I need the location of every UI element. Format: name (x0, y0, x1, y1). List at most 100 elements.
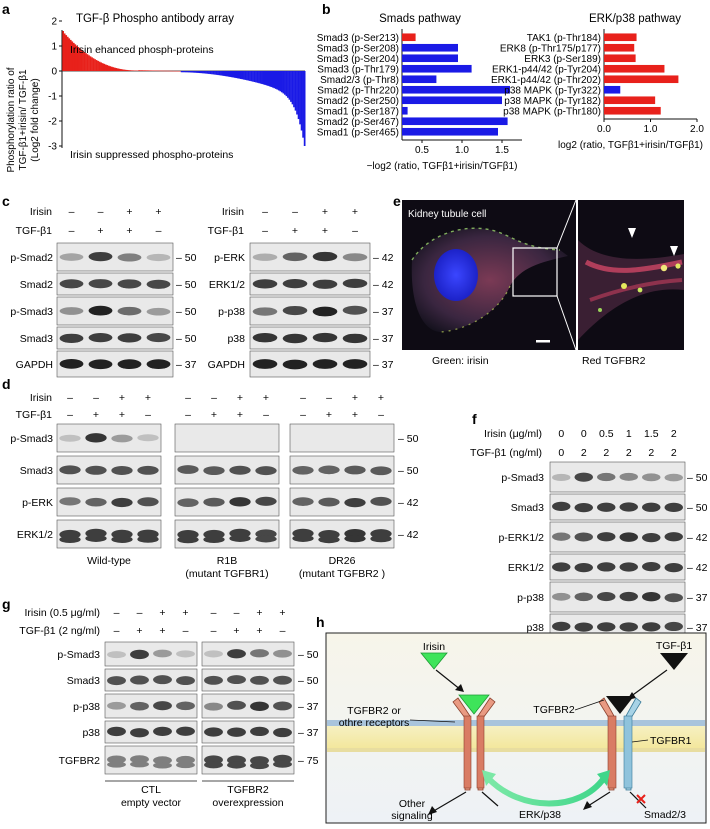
chart-category-label: p38 MAPK (p-Tyr322) (504, 85, 601, 96)
blot-band (597, 502, 616, 512)
blot-band (117, 253, 142, 262)
blot-strip (249, 272, 371, 296)
treatment-sign: + (136, 625, 142, 637)
h-smad-label: Smad2/3 (644, 809, 686, 821)
blot-band (88, 305, 113, 316)
blot-band (250, 762, 269, 770)
panel-a-bar (150, 70, 153, 71)
chart-category-label: ERK1-p44/42 (p-Thr202) (491, 75, 601, 86)
blot-band (177, 465, 199, 474)
blot-strip (549, 521, 686, 553)
blot-band (342, 253, 368, 262)
panel-a-bar (300, 71, 303, 131)
blot-strip (549, 461, 686, 493)
panel-a-bar (165, 70, 168, 72)
panel-a-bar (249, 71, 251, 81)
blot-mw-label: – 37 (687, 592, 708, 604)
panel-a-bar (221, 71, 224, 76)
panel-a-bar (83, 52, 86, 71)
blot-band (664, 621, 683, 632)
blot-strip (201, 668, 295, 692)
panel-a-bar (227, 71, 230, 77)
blot-strip (104, 720, 198, 744)
blot-band (250, 675, 269, 685)
chart-category-label: Smad2/3 (p-Thr8) (320, 75, 399, 86)
panel-a-bar (194, 71, 197, 73)
blot-band (552, 532, 571, 541)
blot-band (344, 465, 366, 475)
blot-band (664, 473, 683, 482)
blot-mw-label: – 37 (298, 727, 319, 739)
blot-row-label: Smad3 (511, 502, 544, 514)
blot-band (619, 591, 638, 602)
blot-row-label: Smad2 (20, 279, 53, 291)
blot-band (176, 726, 195, 736)
treatment-sign: – (300, 409, 306, 421)
chart-category-label: Smad3 (p-Ser213) (317, 33, 399, 44)
blot-band (203, 535, 225, 544)
chart-xtick-label: 0.0 (597, 124, 611, 135)
panel-a-ytick-label: 1 (51, 42, 57, 53)
h-other-label-2: signaling (391, 810, 433, 822)
panel-a-bar (276, 71, 279, 90)
blot-band (107, 755, 126, 764)
panel-a-bar (239, 71, 242, 79)
chart-xtick-label: 2.0 (690, 124, 704, 135)
blot-band (312, 359, 338, 369)
blot-band (153, 762, 172, 769)
blot-band (204, 650, 223, 658)
blot-mw-label: – 42 (398, 497, 419, 509)
blot-band (318, 465, 340, 475)
panel-a-bar (236, 71, 239, 79)
blot-band (619, 472, 638, 481)
panel-a-bar (195, 71, 198, 73)
blot-band (59, 434, 81, 442)
panel-a-bar (270, 71, 273, 87)
panel-a-bar (261, 71, 263, 85)
panel-a-bar (75, 45, 78, 71)
treatment-sign: 0 (581, 428, 587, 440)
treatment-sign: – (211, 607, 217, 619)
blot-row-label: p-ERK1/2 (498, 532, 544, 544)
blot-band (130, 649, 149, 660)
panel-a-bar (197, 71, 200, 73)
panel-a-bar (296, 71, 298, 115)
h-irisin-label: Irisin (423, 641, 445, 653)
panel-e-micrograph: Kidney tubule cell (402, 199, 684, 351)
panel-a-title: TGF-β Phospho antibody array (76, 13, 234, 25)
panel-a-ytick-label: -1 (48, 92, 57, 103)
chart-bar (604, 96, 656, 105)
blot-row-label: Smad3 (20, 333, 53, 345)
blot-band (312, 306, 338, 317)
treatment-sign: + (233, 625, 239, 637)
blot-band (619, 532, 638, 542)
chart-xtick-label: 0.5 (415, 145, 429, 156)
blot-mw-label: – 37 (298, 701, 319, 713)
blot-band (252, 307, 278, 316)
blot-group-sublabel: (mutant TGFBR1) (185, 568, 268, 580)
panel-a-ytick-label: -3 (48, 142, 57, 153)
panel-e-legend-green: Green: irisin (432, 355, 489, 367)
panel-a-bar (142, 70, 145, 71)
panel-a-bar (130, 70, 133, 71)
panel-a-bar (173, 70, 175, 72)
panel-a-ylabel: Phosphorylation ratio of TGF-β1+irisin/ … (6, 67, 41, 172)
tgf-b1-bound-icon (606, 696, 634, 714)
panel-a-bar (113, 67, 116, 71)
blot-band (370, 466, 392, 476)
scale-bar (536, 340, 550, 343)
blot-group-label: Wild-type (87, 555, 131, 567)
blot-band (282, 279, 308, 289)
blot-strip (549, 581, 686, 613)
treatment-sign: – (114, 625, 120, 637)
chart-category-label: p38 MAPK (p-Thr180) (503, 106, 601, 117)
panel-a-bar (139, 70, 142, 71)
blot-band (292, 534, 314, 542)
blot-band (177, 536, 199, 544)
chart-category-label: Smad3 (p-Ser204) (317, 54, 399, 65)
blot-group-sublabel: (mutant TGFBR2 ) (299, 568, 385, 580)
blot-band (342, 278, 368, 289)
blot-row-label: p38 (82, 727, 100, 739)
panel-a-bar (284, 71, 286, 95)
chart-category-label: Smad2 (p-Thr220) (317, 85, 399, 96)
